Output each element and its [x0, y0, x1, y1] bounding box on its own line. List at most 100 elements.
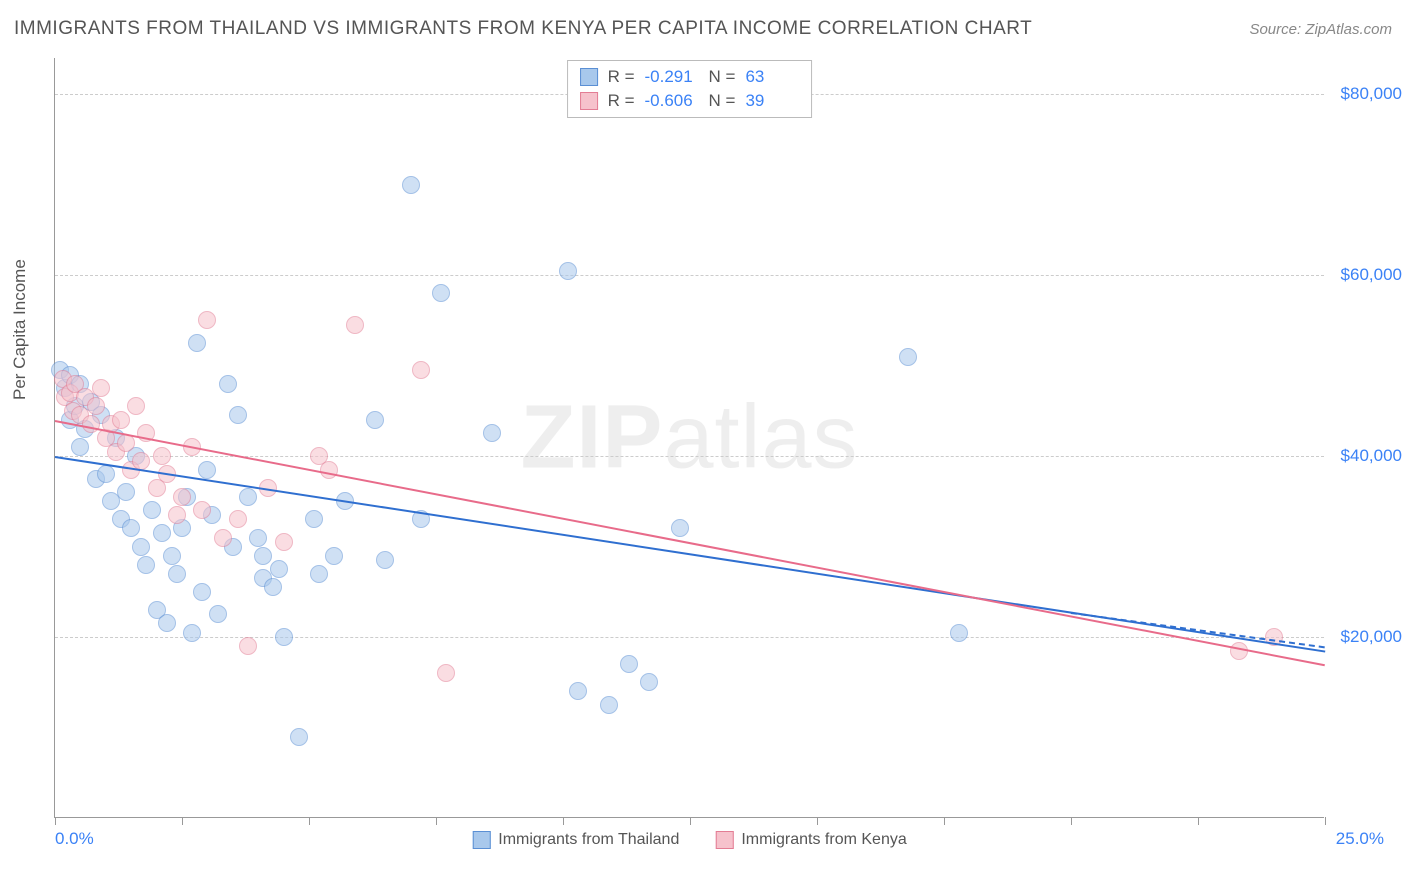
stats-row-kenya: R = -0.606 N = 39 — [580, 89, 800, 113]
x-axis-max-label: 25.0% — [1336, 829, 1384, 849]
x-tick — [1325, 817, 1326, 825]
kenya-point — [127, 397, 145, 415]
thailand-point — [600, 696, 618, 714]
thailand-point — [168, 565, 186, 583]
y-axis-label: Per Capita Income — [10, 259, 30, 400]
thailand-point — [97, 465, 115, 483]
thailand-point — [163, 547, 181, 565]
kenya-point — [193, 501, 211, 519]
x-tick — [436, 817, 437, 825]
x-tick — [817, 817, 818, 825]
stats-row-thailand: R = -0.291 N = 63 — [580, 65, 800, 89]
kenya-swatch-icon — [580, 92, 598, 110]
x-tick — [182, 817, 183, 825]
thailand-point — [402, 176, 420, 194]
stats-r-label: R = — [608, 67, 635, 87]
y-tick-label: $20,000 — [1341, 627, 1402, 647]
thailand-point — [290, 728, 308, 746]
y-tick-label: $60,000 — [1341, 265, 1402, 285]
x-tick — [563, 817, 564, 825]
thailand-point — [569, 682, 587, 700]
stats-r-value: -0.291 — [645, 67, 699, 87]
thailand-point — [239, 488, 257, 506]
x-tick — [690, 817, 691, 825]
kenya-point — [173, 488, 191, 506]
thailand-point — [620, 655, 638, 673]
thailand-point — [310, 565, 328, 583]
kenya-point — [132, 452, 150, 470]
stats-r-value: -0.606 — [645, 91, 699, 111]
thailand-swatch-icon — [472, 831, 490, 849]
thailand-point — [305, 510, 323, 528]
legend-item-thailand: Immigrants from Thailand — [472, 831, 679, 849]
x-tick — [309, 817, 310, 825]
kenya-point — [153, 447, 171, 465]
thailand-point — [366, 411, 384, 429]
thailand-point — [117, 483, 135, 501]
thailand-point — [254, 547, 272, 565]
kenya-point — [346, 316, 364, 334]
gridline — [55, 275, 1324, 276]
source-label: Source: ZipAtlas.com — [1249, 21, 1392, 38]
thailand-point — [483, 424, 501, 442]
thailand-point — [71, 438, 89, 456]
legend-label: Immigrants from Thailand — [498, 831, 679, 849]
kenya-point — [214, 529, 232, 547]
thailand-point — [671, 519, 689, 537]
thailand-point — [143, 501, 161, 519]
bottom-legend: Immigrants from Thailand Immigrants from… — [472, 831, 907, 849]
kenya-point — [229, 510, 247, 528]
stats-r-label: R = — [608, 91, 635, 111]
thailand-point — [183, 624, 201, 642]
x-tick — [1071, 817, 1072, 825]
thailand-point — [899, 348, 917, 366]
thailand-point — [158, 614, 176, 632]
thailand-point — [376, 551, 394, 569]
x-axis-min-label: 0.0% — [55, 829, 94, 849]
thailand-swatch-icon — [580, 68, 598, 86]
kenya-point — [82, 415, 100, 433]
thailand-point — [264, 578, 282, 596]
kenya-point — [112, 411, 130, 429]
stats-legend-box: R = -0.291 N = 63 R = -0.606 N = 39 — [567, 60, 813, 118]
x-tick — [1198, 817, 1199, 825]
thailand-trendline-dashed — [1071, 612, 1325, 648]
thailand-point — [153, 524, 171, 542]
kenya-point — [198, 311, 216, 329]
thailand-point — [640, 673, 658, 691]
kenya-point — [239, 637, 257, 655]
thailand-trendline — [55, 456, 1325, 652]
stats-n-label: N = — [709, 67, 736, 87]
kenya-point — [92, 379, 110, 397]
thailand-point — [219, 375, 237, 393]
legend-label: Immigrants from Kenya — [741, 831, 906, 849]
x-tick — [55, 817, 56, 825]
thailand-point — [122, 519, 140, 537]
thailand-point — [432, 284, 450, 302]
thailand-point — [275, 628, 293, 646]
thailand-point — [193, 583, 211, 601]
x-tick — [944, 817, 945, 825]
chart-title: IMMIGRANTS FROM THAILAND VS IMMIGRANTS F… — [14, 18, 1032, 40]
watermark: ZIPatlas — [520, 386, 858, 489]
legend-item-kenya: Immigrants from Kenya — [715, 831, 906, 849]
y-tick-label: $40,000 — [1341, 446, 1402, 466]
thailand-point — [559, 262, 577, 280]
kenya-point — [412, 361, 430, 379]
stats-n-label: N = — [709, 91, 736, 111]
thailand-point — [198, 461, 216, 479]
thailand-point — [229, 406, 247, 424]
kenya-point — [168, 506, 186, 524]
thailand-point — [325, 547, 343, 565]
kenya-swatch-icon — [715, 831, 733, 849]
kenya-point — [87, 397, 105, 415]
y-tick-label: $80,000 — [1341, 84, 1402, 104]
thailand-point — [950, 624, 968, 642]
thailand-point — [188, 334, 206, 352]
thailand-point — [137, 556, 155, 574]
thailand-point — [209, 605, 227, 623]
thailand-point — [132, 538, 150, 556]
thailand-point — [249, 529, 267, 547]
scatter-plot: ZIPatlas R = -0.291 N = 63 R = -0.606 N … — [54, 58, 1324, 818]
stats-n-value: 63 — [745, 67, 799, 87]
